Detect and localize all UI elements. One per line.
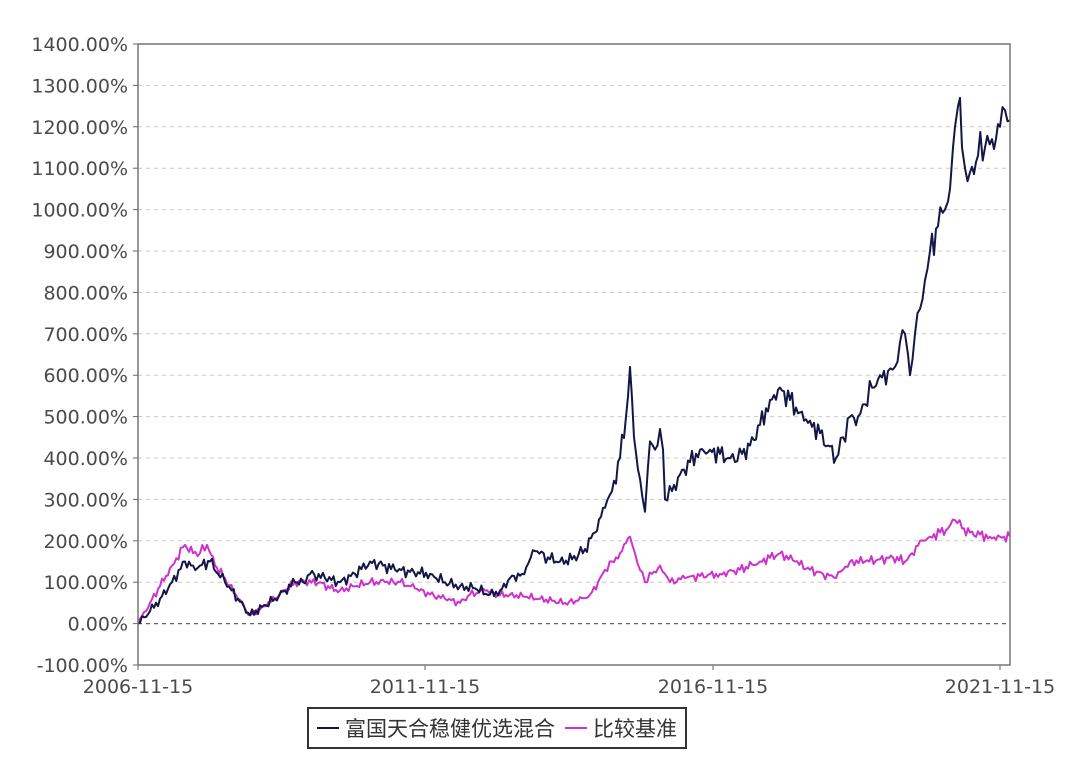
x-axis-labels: 2006-11-15 2011-11-15 2016-11-15 2021-11-15 xyxy=(83,676,1055,698)
fund-line xyxy=(137,96,1011,625)
y-tick-label: 900.00% xyxy=(43,241,128,263)
x-tick-label: 2011-11-15 xyxy=(370,676,480,698)
y-tick-label: 500.00% xyxy=(43,407,128,429)
y-tick-label: 300.00% xyxy=(43,489,128,511)
series-lines xyxy=(137,96,1011,625)
legend-item-benchmark: 比较基准 xyxy=(565,713,677,743)
plot-frame xyxy=(137,43,1011,666)
y-tick-label: 600.00% xyxy=(43,365,128,387)
legend-label-fund: 富国天合稳健优选混合 xyxy=(345,717,555,741)
y-tick-label: 800.00% xyxy=(43,282,128,304)
benchmark-line xyxy=(137,518,1011,624)
legend-label-benchmark: 比较基准 xyxy=(593,717,677,741)
legend-swatch-benchmark xyxy=(565,727,587,729)
x-tick-label: 2016-11-15 xyxy=(658,676,768,698)
legend: 富国天合稳健优选混合 比较基准 xyxy=(307,707,687,749)
y-tick-label: 200.00% xyxy=(43,531,128,553)
y-tick-label: 1000.00% xyxy=(31,200,128,222)
y-tick-label: -100.00% xyxy=(37,655,128,677)
y-tick-label: 1400.00% xyxy=(31,34,128,56)
legend-swatch-fund xyxy=(317,727,339,729)
y-tick-label: 1200.00% xyxy=(31,117,128,139)
y-axis-labels: 1400.00% 1300.00% 1200.00% 1100.00% 1000.00%… xyxy=(31,34,128,677)
y-tick-label: 100.00% xyxy=(43,572,128,594)
x-tick-label: 2006-11-15 xyxy=(83,676,193,698)
y-tick-label: 700.00% xyxy=(43,324,128,346)
y-tick-label: 0.00% xyxy=(68,614,128,636)
legend-item-fund: 富国天合稳健优选混合 xyxy=(317,713,555,743)
plot-border xyxy=(137,43,1011,666)
gridlines xyxy=(133,43,1010,670)
y-tick-label: 1300.00% xyxy=(31,75,128,97)
y-tick-label: 1100.00% xyxy=(31,158,128,180)
y-tick-label: 400.00% xyxy=(43,448,128,470)
x-tick-label: 2021-11-15 xyxy=(945,676,1055,698)
